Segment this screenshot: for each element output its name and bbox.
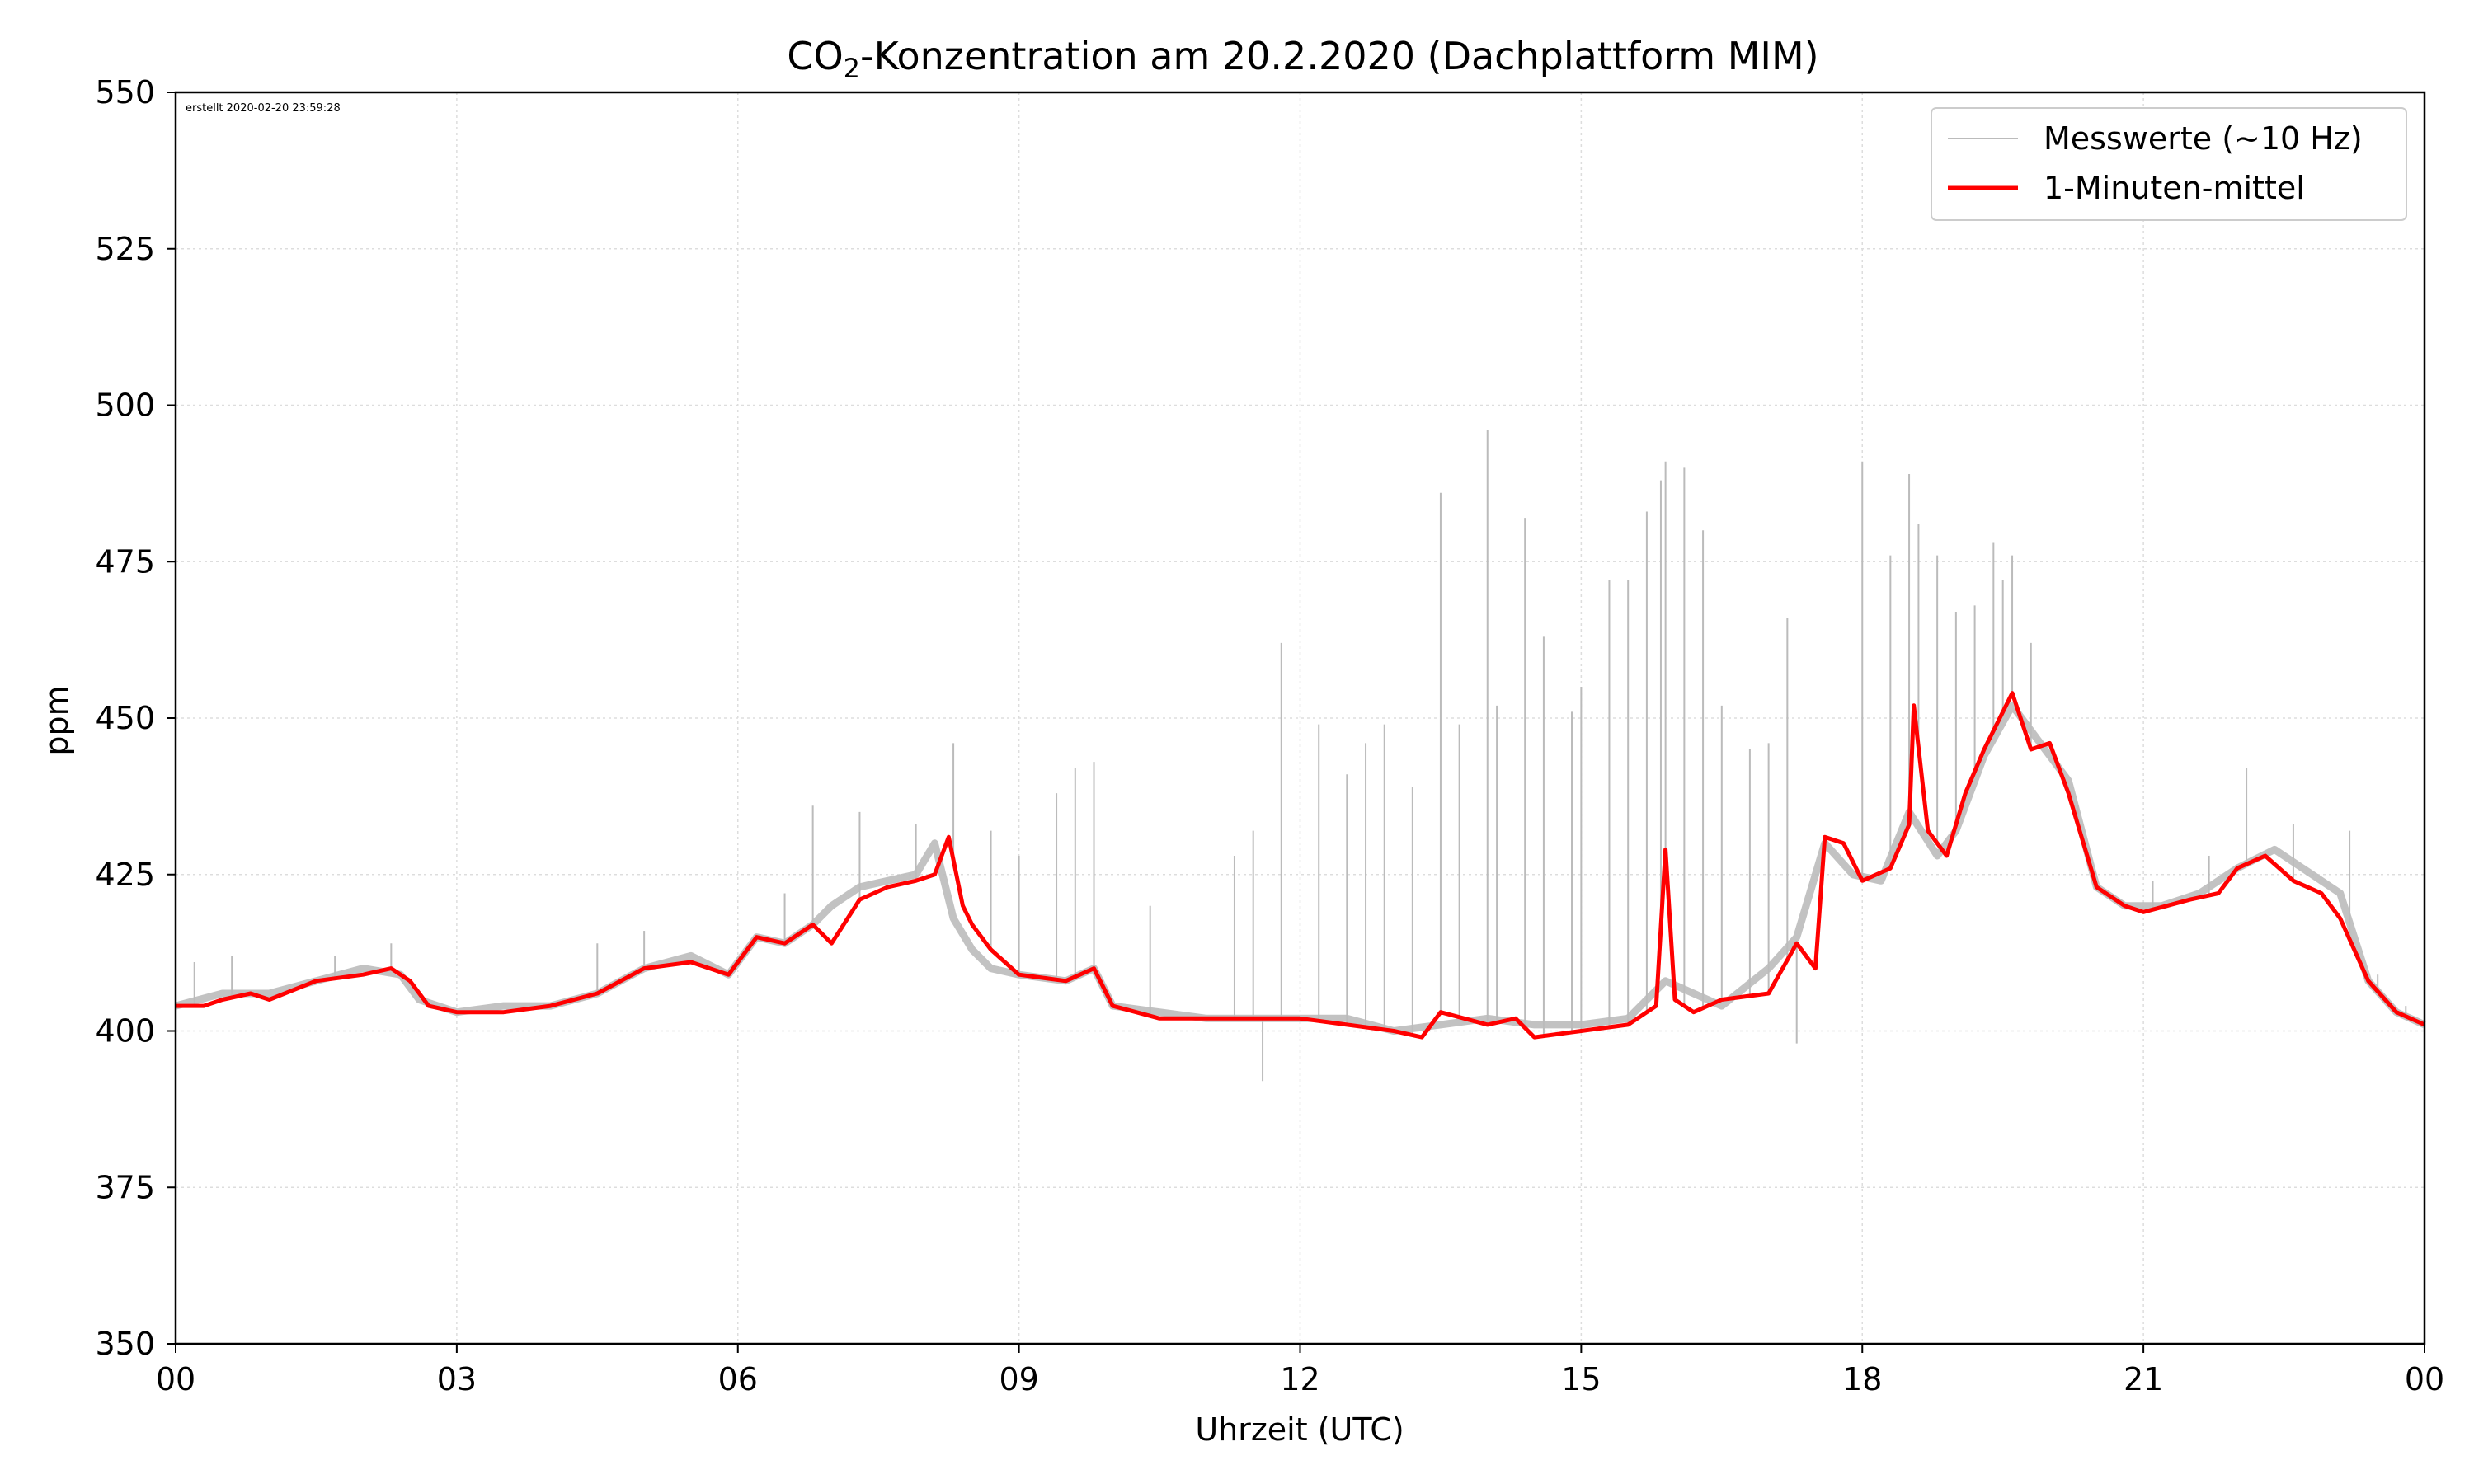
x-tick-label: 00 [2405,1361,2444,1397]
x-tick-label: 18 [1842,1361,1882,1397]
timestamp-note: erstellt 2020-02-20 23:59:28 [186,102,341,115]
ticks-layer: 00 03 06 09 12 15 18 21 003503754004254504755005… [95,74,2444,1397]
y-tick-label: 425 [95,857,155,893]
y-axis-label: ppm [39,685,75,755]
mean-series-line [176,691,2426,1040]
legend-raw-label: Messwerte (~10 Hz) [2044,120,2363,157]
y-tick-label: 525 [95,231,155,267]
y-tick-label: 375 [95,1169,155,1205]
x-tick-label: 21 [2124,1361,2163,1397]
y-tick-label: 350 [95,1326,155,1362]
title-suffix: -Konzentration am 20.2.2020 (Dachplattfo… [860,34,1819,78]
x-tick-label: 12 [1280,1361,1319,1397]
x-tick-label: 09 [999,1361,1038,1397]
x-tick-label: 00 [156,1361,195,1397]
x-tick-label: 03 [437,1361,477,1397]
title-prefix: CO [787,34,843,78]
y-tick-label: 500 [95,387,155,424]
title-subscript: 2 [844,53,860,84]
x-axis-label: Uhrzeit (UTC) [1195,1411,1404,1448]
legend: Messwerte (~10 Hz) 1-Minuten-mittel [1931,107,2407,221]
mean-series-layer [176,691,2426,1040]
y-tick-label: 450 [95,700,155,736]
y-tick-label: 550 [95,74,155,110]
y-tick-label: 400 [95,1013,155,1050]
y-tick-label: 475 [95,543,155,580]
chart-title: CO2-Konzentration am 20.2.2020 (Dachplat… [787,34,1818,84]
x-tick-label: 06 [718,1361,758,1397]
legend-mean-label: 1-Minuten-mittel [2044,170,2305,206]
legend-box [1931,107,2407,221]
x-tick-label: 15 [1561,1361,1601,1397]
